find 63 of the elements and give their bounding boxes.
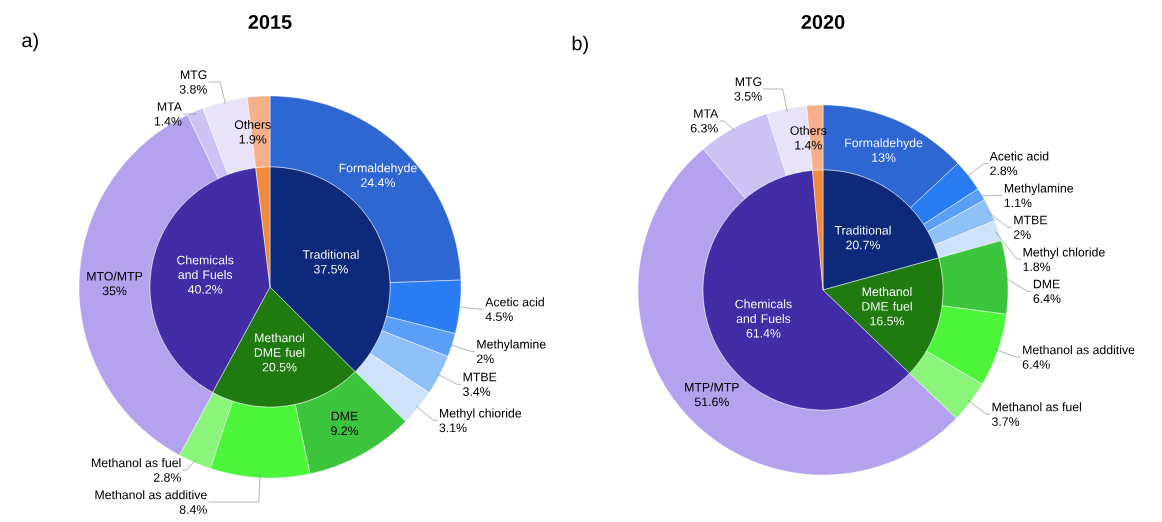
data-label: 61.4%	[746, 328, 781, 338]
data-label: 4.5%	[485, 312, 513, 322]
data-label: 51.6%	[694, 397, 729, 407]
data-label: 6.4%	[1033, 294, 1061, 303]
slice-label: Formaldehyde	[845, 138, 923, 150]
slice-label: MTG	[180, 70, 207, 80]
data-label: 1.4%	[154, 116, 182, 126]
data-label: 1.8%	[1023, 262, 1051, 272]
data-label: 40.2%	[188, 285, 223, 294]
data-label: 24.4%	[361, 178, 395, 187]
data-label: 3.7%	[992, 417, 1020, 426]
slice-label: Traditional	[834, 225, 891, 235]
slice-label: Formaldehyde	[339, 163, 417, 175]
data-label: 1.1%	[1004, 198, 1032, 208]
slice-label: Traditional	[302, 249, 359, 259]
slice-label: MTBE	[1014, 215, 1047, 225]
slice-label: MTP/MTP	[685, 382, 739, 392]
data-label: 6.3%	[690, 123, 718, 133]
data-label: 20.5%	[262, 362, 297, 372]
slice-label: DME	[331, 411, 358, 421]
data-label: 3.8%	[179, 84, 207, 94]
slice-label: Methanol as additive	[95, 490, 207, 500]
data-label: 37.5%	[313, 264, 348, 274]
slice-label: Acetic acid	[485, 297, 544, 307]
data-label: 3.1%	[439, 423, 467, 433]
slice-label: Methylamine	[1004, 183, 1074, 195]
slice-label: Chemicals and Fuels	[177, 255, 234, 280]
text: b)	[572, 35, 588, 55]
slice-label: MTBE	[463, 372, 497, 382]
data-label: 1.4%	[795, 140, 822, 150]
slice-label: Methanol DME fuel	[862, 287, 912, 311]
data-label: 2.8%	[153, 473, 181, 482]
text: a)	[22, 32, 38, 52]
data-label: 3.5%	[734, 91, 762, 101]
slice-label: MTG	[735, 77, 762, 87]
slice-label: Methanol as fuel	[92, 458, 181, 468]
data-label: 3.4%	[463, 387, 491, 396]
slice-label: Acetic acid	[989, 151, 1049, 161]
data-label: 2%	[1013, 230, 1031, 239]
slice-label: Methylamine	[477, 339, 546, 351]
slice-label: Methanol as additive	[1023, 345, 1135, 355]
data-label: 2%	[477, 354, 494, 364]
slice-label: Others	[234, 119, 271, 129]
data-label: 8.4%	[179, 505, 207, 514]
slice-label: Chemicals and Fuels	[735, 299, 792, 323]
chart-title: 2015	[248, 14, 292, 30]
slice-label: Methyl chioride	[439, 408, 522, 420]
slice-label: Methyl chloride	[1023, 247, 1105, 259]
slice-label: MTA	[694, 109, 719, 118]
data-label: 20.7%	[846, 240, 880, 250]
slice-label: Methanol DME fuel	[254, 333, 305, 357]
slice-label: Methanol as fuel	[992, 402, 1081, 412]
data-label: 2.8%	[990, 166, 1018, 176]
data-label: 16.5%	[870, 316, 904, 326]
data-label: 1.9%	[239, 134, 267, 144]
data-label: 13%	[872, 153, 896, 162]
data-label: 6.4%	[1022, 360, 1050, 369]
data-label: 9.2%	[331, 426, 359, 436]
slice-label: MTO/MTP	[87, 271, 143, 281]
chart-title: 2020	[801, 14, 845, 30]
slice-label: MTA	[157, 102, 182, 111]
data-label: 35%	[102, 286, 127, 296]
slice-label: DME	[1033, 279, 1060, 289]
